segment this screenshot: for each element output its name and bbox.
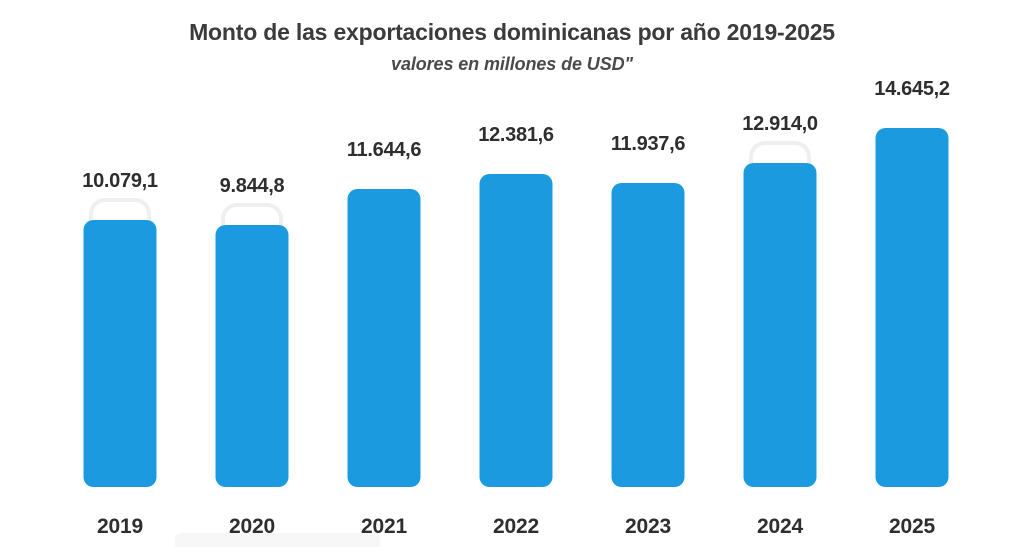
bar-group-2021[interactable]: 11.644,6 2021 [318,100,450,547]
bar-group-2025[interactable]: 14.645,2 2025 [846,78,978,547]
bar-handle-outline [221,203,283,233]
chart-header: Monto de las exportaciones dominicanas p… [0,0,1024,76]
bar-2023[interactable] [611,183,685,487]
chart-subtitle: valores en millones de USD" [391,53,633,74]
x-axis-label-2022: 2022 [493,515,539,538]
x-axis-label-2025: 2025 [889,515,935,538]
bar-2019[interactable] [83,220,157,487]
plot-area: 10.079,1 2019 9.844,8 2020 11.644,6 2021 12.38… [0,78,1024,547]
bar-value-label-2024: 12.914,0 [742,113,818,135]
x-axis-label-2019: 2019 [97,515,143,538]
bar-2021[interactable] [347,189,421,487]
bar-group-2020[interactable]: 9.844,8 2020 [186,100,318,547]
bar-handle-outline [749,141,811,171]
bar-group-2019[interactable]: 10.079,1 2019 [54,100,186,547]
bar-value-label-2022: 12.381,6 [478,124,554,146]
x-axis-label-2021: 2021 [361,515,407,538]
bar-value-label-2019: 10.079,1 [82,170,158,192]
x-axis-label-2024: 2024 [757,515,803,538]
bar-value-label-2021: 11.644,6 [346,139,422,161]
chart-title: Monto de las exportaciones dominicanas p… [189,19,835,45]
x-axis-label-2023: 2023 [625,515,671,538]
bar-2025[interactable] [875,128,949,487]
bar-group-2023[interactable]: 11.937,6 2023 [582,100,714,547]
bar-2020[interactable] [215,225,289,487]
bar-value-label-2025: 14.645,2 [874,78,950,100]
bar-value-label-2023: 11.937,6 [610,133,686,155]
bar-2022[interactable] [479,174,553,487]
bar-group-2024[interactable]: 12.914,0 2024 [714,100,846,547]
bar-handle-outline [89,198,151,228]
x-axis-label-2020: 2020 [229,515,275,538]
bar-2024[interactable] [743,163,817,487]
bar-group-2022[interactable]: 12.381,6 2022 [450,100,582,547]
bar-value-label-2020: 9.844,8 [219,175,285,197]
canvas-artifact [175,533,380,547]
